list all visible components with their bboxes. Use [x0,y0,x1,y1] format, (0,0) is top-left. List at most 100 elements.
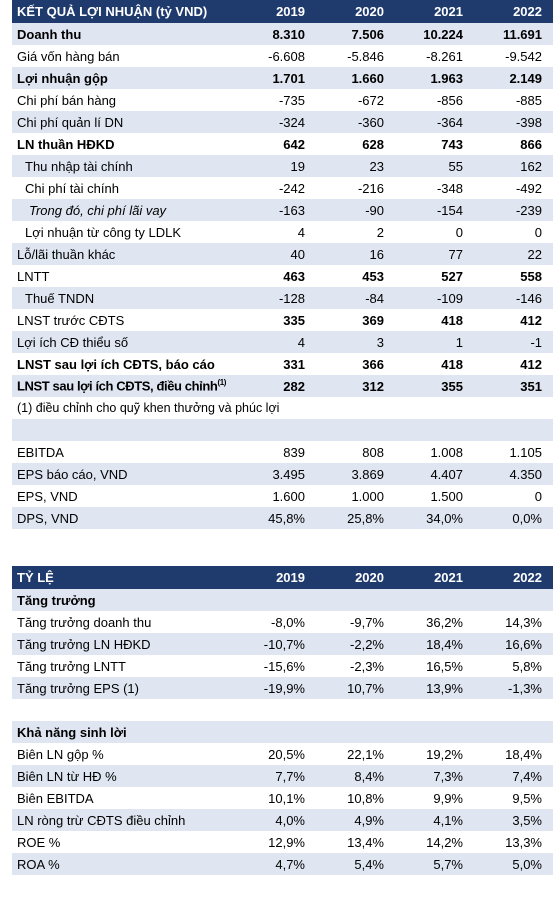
cell-value: 162 [474,155,553,177]
table-row: Doanh thu 8.310 7.506 10.224 11.691 [12,23,553,45]
cell-value: 418 [395,353,474,375]
cell-value: -492 [474,177,553,199]
table-header: KẾT QUẢ LỢI NHUẬN (tỷ VND) 2019 2020 202… [12,0,553,23]
cell-value: -672 [316,89,395,111]
row-label: Giá vốn hàng bán [12,45,237,67]
table-row: Thu nhập tài chính 19 23 55 162 [12,155,553,177]
cell-value: 558 [474,265,553,287]
cell-value: 1.105 [474,441,553,463]
cell-value: -6.608 [237,45,316,67]
row-label: Lỗ/lãi thuần khác [12,243,237,265]
cell-value: 4 [237,331,316,353]
year-header: 2022 [474,566,553,589]
cell-value: 0 [474,485,553,507]
table-row: Tăng trưởng doanh thu -8,0% -9,7% 36,2% … [12,611,553,633]
cell-value: 866 [474,133,553,155]
cell-value: 1.500 [395,485,474,507]
row-label: Doanh thu [12,23,237,45]
table-row: LNST sau lợi ích CĐTS, báo cáo 331 366 4… [12,353,553,375]
cell-value: 22 [474,243,553,265]
row-label: Trong đó, chi phí lãi vay [12,199,237,221]
footnote-row: (1) điều chỉnh cho quỹ khen thưởng và ph… [12,397,553,419]
cell-value: 1.963 [395,67,474,89]
cell-value: 743 [395,133,474,155]
row-label: Lợi nhuận từ công ty LDLK [12,221,237,243]
cell-value: 18,4% [395,633,474,655]
cell-value: 16,5% [395,655,474,677]
cell-value: -1 [474,331,553,353]
table-header: TỶ LỆ 2019 2020 2021 2022 [12,566,553,589]
cell-value: 808 [316,441,395,463]
year-header: 2019 [237,566,316,589]
cell-value: 628 [316,133,395,155]
row-label: Chi phí quản lí DN [12,111,237,133]
cell-value: 2 [316,221,395,243]
cell-value: 19 [237,155,316,177]
financial-tables: KẾT QUẢ LỢI NHUẬN (tỷ VND) 2019 2020 202… [12,0,553,875]
cell-value: -9.542 [474,45,553,67]
cell-value: 2.149 [474,67,553,89]
cell-value: -8,0% [237,611,316,633]
table-title: KẾT QUẢ LỢI NHUẬN (tỷ VND) [12,0,237,23]
cell-value: 0 [474,221,553,243]
spacer-row [12,699,553,721]
cell-value: 412 [474,353,553,375]
cell-value: -239 [474,199,553,221]
cell-value: 4,0% [237,809,316,831]
row-label: LN thuần HĐKD [12,133,237,155]
cell-value: -90 [316,199,395,221]
footnote: (1) điều chỉnh cho quỹ khen thưởng và ph… [12,397,553,419]
cell-value: 312 [316,375,395,397]
cell-value: -216 [316,177,395,199]
cell-value: 1 [395,331,474,353]
table-row: Chi phí quản lí DN -324 -360 -364 -398 [12,111,553,133]
cell-value: 0 [395,221,474,243]
table-row: LNTT 463 453 527 558 [12,265,553,287]
row-label: ROE % [12,831,237,853]
cell-value: 4.407 [395,463,474,485]
row-label: Biên LN gộp % [12,743,237,765]
cell-value: -15,6% [237,655,316,677]
cell-value: 7,4% [474,765,553,787]
ratios-table: TỶ LỆ 2019 2020 2021 2022 Tăng trưởng Tă… [12,566,553,875]
cell-value: 1.000 [316,485,395,507]
table-row: Chi phí tài chính -242 -216 -348 -492 [12,177,553,199]
table-row: Tăng trưởng LN HĐKD -10,7% -2,2% 18,4% 1… [12,633,553,655]
row-label: Lợi ích CĐ thiểu số [12,331,237,353]
cell-value: -163 [237,199,316,221]
cell-value: 355 [395,375,474,397]
cell-value: 453 [316,265,395,287]
table-row: LNST sau lợi ích CĐTS, điều chỉnh(1) 282… [12,375,553,397]
cell-value: 335 [237,309,316,331]
row-label: DPS, VND [12,507,237,529]
cell-value: -109 [395,287,474,309]
cell-value: 839 [237,441,316,463]
cell-value: 3.869 [316,463,395,485]
cell-value: -84 [316,287,395,309]
cell-value: 34,0% [395,507,474,529]
cell-value: 4,9% [316,809,395,831]
cell-value: 18,4% [474,743,553,765]
table-row: Lỗ/lãi thuần khác 40 16 77 22 [12,243,553,265]
table-row: LN ròng trừ CĐTS điều chỉnh 4,0% 4,9% 4,… [12,809,553,831]
table-row: EPS, VND 1.600 1.000 1.500 0 [12,485,553,507]
cell-value: -2,3% [316,655,395,677]
cell-value: -5.846 [316,45,395,67]
cell-value: 331 [237,353,316,375]
cell-value: 282 [237,375,316,397]
cell-value: -9,7% [316,611,395,633]
cell-value: 22,1% [316,743,395,765]
table-row: Lợi nhuận gộp 1.701 1.660 1.963 2.149 [12,67,553,89]
cell-value: 13,3% [474,831,553,853]
cell-value: 16,6% [474,633,553,655]
row-label: ROA % [12,853,237,875]
cell-value: 8,4% [316,765,395,787]
row-label: LN ròng trừ CĐTS điều chỉnh [12,809,237,831]
row-label: Tăng trưởng LN HĐKD [12,633,237,655]
cell-value: 20,5% [237,743,316,765]
cell-value: -146 [474,287,553,309]
cell-value: 3.495 [237,463,316,485]
table-row: DPS, VND 45,8% 25,8% 34,0% 0,0% [12,507,553,529]
table-row: EPS báo cáo, VND 3.495 3.869 4.407 4.350 [12,463,553,485]
cell-value: -242 [237,177,316,199]
